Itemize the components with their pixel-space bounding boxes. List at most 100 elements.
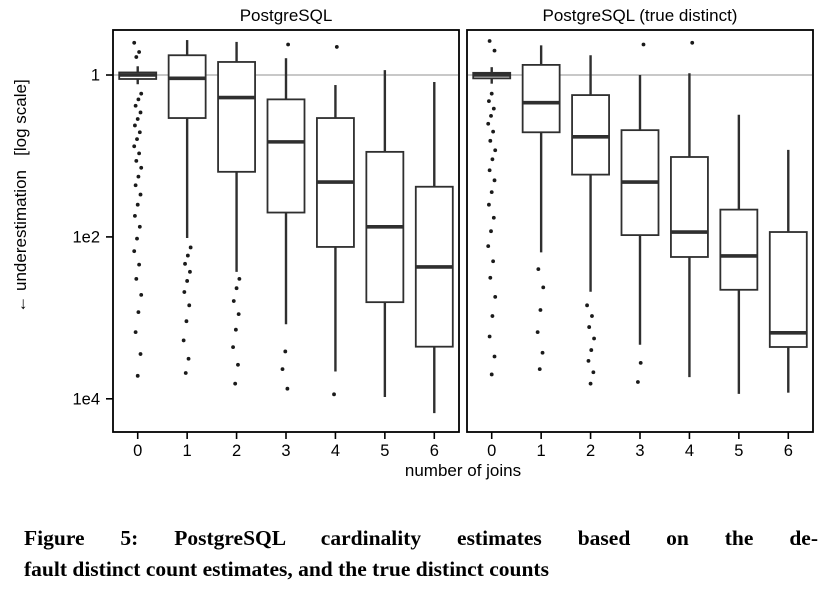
outlier-dot <box>137 224 142 229</box>
y-tick-label: 1 <box>91 67 100 85</box>
outlier-dot <box>133 123 137 128</box>
outlier-dot <box>638 360 643 365</box>
outlier-dot <box>133 183 138 188</box>
outlier-dot <box>181 338 186 343</box>
outlier-dot <box>133 103 138 108</box>
box <box>217 61 256 173</box>
outlier-dot <box>487 39 492 43</box>
caption-line-1: Figure 5: PostgreSQL cardinality estimat… <box>24 526 818 550</box>
outlier-dot <box>231 345 235 350</box>
outlier-dot <box>283 349 288 354</box>
outlier-dot <box>592 336 596 341</box>
x-tick-label: 3 <box>281 442 290 460</box>
outlier-dot <box>135 202 140 207</box>
outlier-dot <box>591 370 596 375</box>
outlier-dot <box>135 373 140 378</box>
outlier-dot <box>489 229 493 234</box>
x-tick-label: 5 <box>380 442 389 460</box>
outlier-dot <box>136 97 141 102</box>
y-tick-label: 1e4 <box>72 390 100 408</box>
outlier-dot <box>489 114 493 118</box>
outlier-dot <box>286 42 290 47</box>
box <box>266 98 306 214</box>
x-tick-label: 4 <box>685 442 694 460</box>
outlier-dot <box>233 327 238 332</box>
panel-title: PostgreSQL (true distinct) <box>543 6 738 25</box>
outlier-dot <box>135 236 139 241</box>
outlier-dot <box>540 350 545 355</box>
outlier-dot <box>588 381 593 386</box>
outlier-dot <box>187 303 192 308</box>
outlier-dot <box>487 334 492 339</box>
outlier-dot <box>486 121 491 126</box>
outlier-dot <box>137 130 142 135</box>
x-tick-label: 1 <box>537 442 546 460</box>
outlier-dot <box>490 314 495 318</box>
outlier-dot <box>488 138 493 143</box>
outlier-dot <box>231 299 236 303</box>
outlier-dot <box>237 276 242 281</box>
outlier-dot <box>280 367 285 372</box>
outlier-dot <box>185 253 190 258</box>
x-tick-label: 3 <box>635 442 644 460</box>
outlier-dot <box>236 312 241 317</box>
x-tick-label: 5 <box>734 442 743 460</box>
x-tick-label: 2 <box>586 442 595 460</box>
outlier-dot <box>489 91 494 96</box>
outlier-dot <box>586 358 591 363</box>
figure-caption: Figure 5: PostgreSQL cardinality estimat… <box>24 523 818 584</box>
outlier-dot <box>492 354 497 359</box>
outlier-dot <box>487 168 492 173</box>
outlier-dot <box>491 215 496 220</box>
outlier-dot <box>493 294 498 299</box>
outlier-dot <box>690 40 695 45</box>
box <box>571 94 610 176</box>
outlier-dot <box>585 303 589 308</box>
outlier-dot <box>492 178 497 183</box>
outlier-dot <box>493 148 498 153</box>
outlier-dot <box>137 50 142 54</box>
outlier-dot <box>491 259 496 264</box>
x-tick-label: 4 <box>331 442 340 460</box>
outlier-dot <box>135 137 139 142</box>
outlier-dot <box>132 249 137 254</box>
outlier-dot <box>188 245 193 250</box>
outlier-dot <box>491 106 496 111</box>
outlier-dot <box>133 330 138 335</box>
box <box>670 156 709 258</box>
box <box>719 208 759 291</box>
x-tick-label: 0 <box>133 442 142 460</box>
outlier-dot <box>538 308 543 312</box>
x-tick-label: 1 <box>183 442 192 460</box>
outlier-dot <box>136 174 141 179</box>
outlier-dot <box>136 310 141 315</box>
outlier-dot <box>589 348 594 352</box>
x-tick-label: 6 <box>784 442 793 460</box>
outlier-dot <box>138 352 143 356</box>
x-tick-label: 6 <box>430 442 439 460</box>
box <box>768 231 808 348</box>
outlier-dot <box>491 129 496 134</box>
outlier-dot <box>487 99 491 103</box>
outlier-dot <box>182 290 187 294</box>
outlier-dot <box>492 48 497 53</box>
box <box>521 63 561 134</box>
boxplot-chart: PostgreSQL 0 1 2 3 4 5 6 PostgreSQL (true distin… <box>11 6 814 480</box>
outlier-dot <box>134 158 139 163</box>
outlier-dot <box>135 117 140 121</box>
x-tick-label: 0 <box>487 442 496 460</box>
caption-line-2: fault distinct count estimates, and the … <box>24 556 549 581</box>
outlier-dot <box>134 276 139 281</box>
box <box>167 54 207 119</box>
outlier-dot <box>133 213 137 218</box>
y-axis-label: ← underestimation [log scale] <box>11 79 30 312</box>
x-tick-label: 2 <box>232 442 241 460</box>
outlier-dot <box>183 371 188 375</box>
outlier-dot <box>233 381 238 386</box>
outlier-dot <box>186 356 191 361</box>
outlier-dot <box>188 269 192 274</box>
outlier-dot <box>489 372 494 377</box>
outlier-dot <box>139 91 144 96</box>
outlier-dot <box>132 144 137 149</box>
outlier-dot <box>489 190 494 195</box>
